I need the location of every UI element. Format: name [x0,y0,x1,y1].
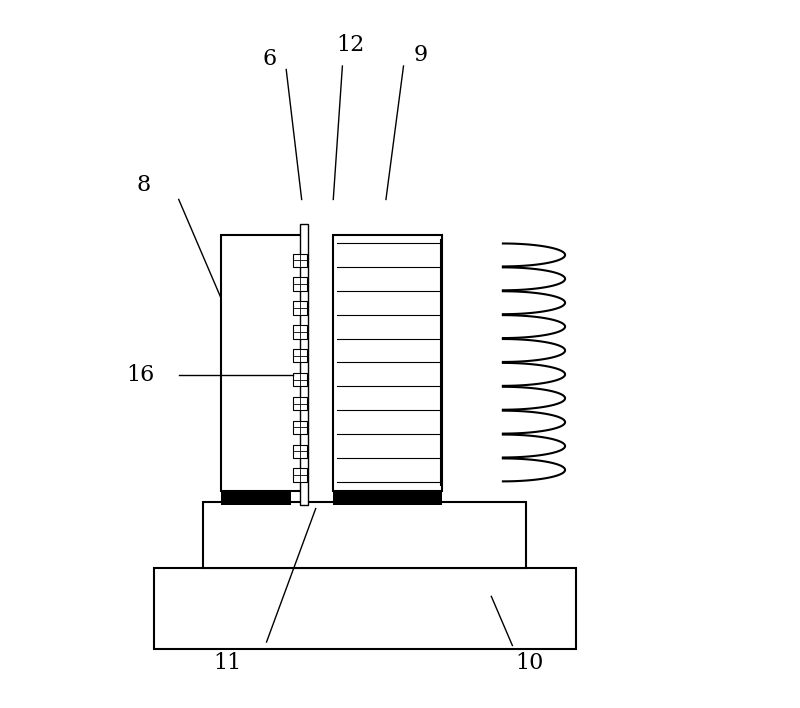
Bar [154,569,576,649]
Bar [221,234,302,491]
Bar [221,489,291,505]
Text: 10: 10 [516,652,544,674]
Bar [294,302,307,314]
Bar [299,224,308,505]
Bar [294,445,307,458]
Bar [294,325,307,338]
Text: 8: 8 [137,174,150,196]
Bar [294,373,307,387]
Text: 16: 16 [126,364,154,386]
Bar [294,397,307,410]
Text: 6: 6 [263,48,277,70]
Bar [203,501,526,569]
Bar [294,253,307,267]
Text: 11: 11 [214,652,242,674]
Bar [294,469,307,482]
Bar [294,278,307,291]
Bar [334,489,442,505]
Bar [334,234,442,491]
Text: 12: 12 [337,34,365,56]
Bar [294,421,307,434]
Bar [294,349,307,362]
Text: 9: 9 [414,45,428,67]
